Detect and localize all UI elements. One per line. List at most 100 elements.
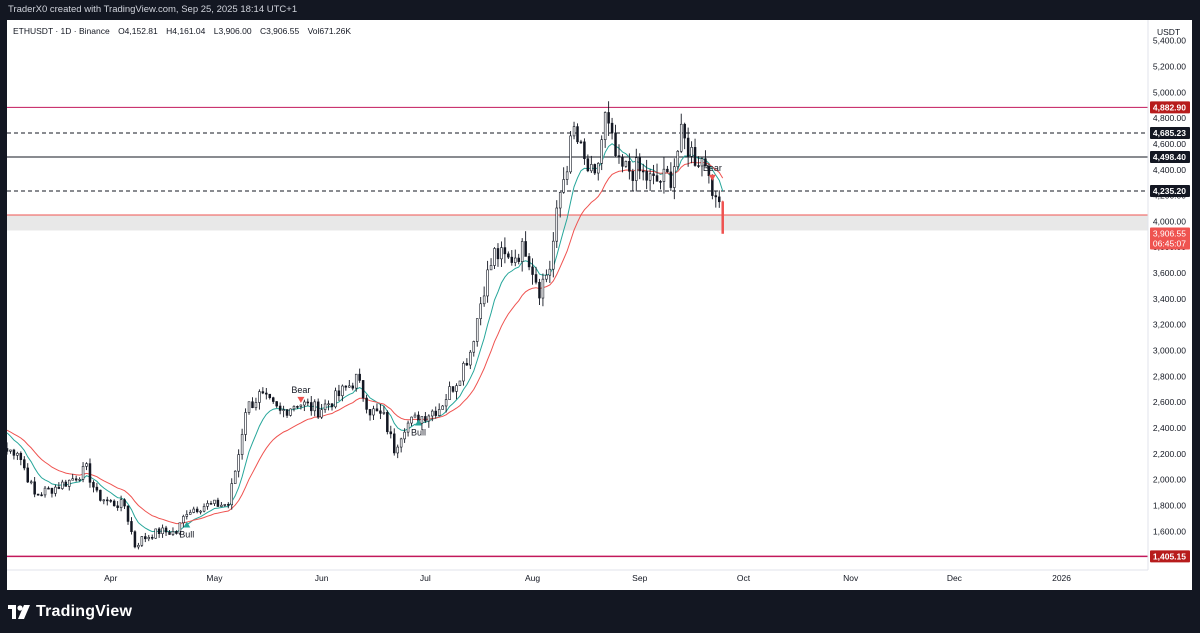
time-tick-label: Oct bbox=[737, 573, 751, 583]
candle-body bbox=[718, 196, 721, 203]
candle-body bbox=[192, 508, 195, 513]
candle bbox=[399, 437, 403, 453]
moving-averages bbox=[6, 143, 724, 533]
candle bbox=[707, 163, 711, 184]
candle-body bbox=[202, 506, 206, 512]
candle bbox=[493, 247, 496, 269]
candle-body bbox=[282, 409, 285, 411]
candle bbox=[334, 387, 337, 409]
candle-body bbox=[16, 452, 19, 456]
candle bbox=[216, 497, 220, 507]
candle bbox=[548, 260, 552, 283]
candle bbox=[206, 500, 209, 510]
candle bbox=[341, 384, 344, 402]
candle-body bbox=[493, 248, 496, 266]
candle-body bbox=[686, 137, 690, 157]
candle-body bbox=[220, 504, 223, 507]
candle bbox=[220, 501, 223, 508]
candle bbox=[285, 408, 289, 418]
candle-body bbox=[697, 165, 700, 167]
candle-body bbox=[29, 481, 33, 484]
candle bbox=[517, 253, 520, 265]
price-tick-label: 4,800.00 bbox=[1153, 113, 1186, 123]
time-tick-label: May bbox=[206, 573, 223, 583]
candle bbox=[382, 405, 386, 416]
candle-body bbox=[372, 408, 375, 416]
price-tick-label: 3,000.00 bbox=[1153, 346, 1186, 356]
triangle-up-icon bbox=[414, 419, 422, 426]
candle-body bbox=[382, 412, 386, 414]
candle-body bbox=[690, 147, 693, 157]
candle-body bbox=[171, 531, 175, 535]
candle bbox=[704, 150, 707, 167]
tradingview-brand[interactable]: TradingView bbox=[8, 602, 132, 622]
candle-body bbox=[635, 157, 638, 181]
candle-body bbox=[683, 123, 686, 139]
candle-body bbox=[641, 170, 645, 173]
price-tick-label: 4,400.00 bbox=[1153, 165, 1186, 175]
level-badge-text: 4,498.40 bbox=[1153, 152, 1186, 162]
candle-body bbox=[137, 544, 140, 548]
candle-body bbox=[178, 522, 182, 534]
candle bbox=[330, 403, 334, 411]
candle bbox=[545, 269, 548, 283]
price-badges: 4,882.90 4,685.23 4,498.40 4,235.20 1,405.15… bbox=[1150, 101, 1190, 563]
candle bbox=[78, 477, 81, 482]
candle bbox=[714, 190, 718, 208]
candle-body bbox=[213, 499, 216, 504]
candle-body bbox=[496, 248, 500, 260]
candle bbox=[292, 405, 296, 412]
candle bbox=[54, 484, 57, 497]
ema-slow-line bbox=[6, 161, 724, 525]
candle bbox=[462, 361, 465, 386]
candle-body bbox=[240, 434, 244, 455]
ohlc-close: C3,906.55 bbox=[259, 26, 300, 36]
candle-body bbox=[534, 274, 538, 283]
price-tick-label: 2,000.00 bbox=[1153, 475, 1186, 485]
candle bbox=[527, 253, 531, 271]
candle bbox=[227, 502, 230, 509]
candle bbox=[26, 463, 29, 484]
candle bbox=[99, 489, 102, 502]
candle bbox=[133, 530, 137, 549]
candle bbox=[157, 527, 161, 538]
candle-body bbox=[78, 478, 81, 481]
candle bbox=[534, 266, 538, 285]
level-badge-bg bbox=[1150, 550, 1190, 563]
price-axis[interactable]: USDT 1,600.00 1,800.00 2,000.00 2,200.00 2,40… bbox=[1153, 27, 1186, 536]
symbol-legend[interactable]: ETHUSDT · 1D · Binance O4,152.81 H4,161.… bbox=[13, 26, 357, 36]
candle-body bbox=[514, 257, 517, 263]
candle bbox=[247, 401, 251, 415]
candle-body bbox=[299, 404, 303, 407]
candle bbox=[586, 154, 590, 173]
candle bbox=[697, 156, 700, 169]
candle-body bbox=[583, 141, 586, 160]
candle-body bbox=[527, 256, 531, 268]
candle bbox=[472, 340, 476, 357]
price-tick-label: 4,600.00 bbox=[1153, 139, 1186, 149]
time-axis[interactable]: Apr May Jun Jul Aug Sep Oct Nov Dec 2026 bbox=[104, 573, 1071, 583]
candle-body bbox=[323, 403, 327, 410]
candle bbox=[323, 399, 327, 413]
candle bbox=[296, 405, 299, 409]
candle-body bbox=[271, 397, 275, 402]
ema-fast-line bbox=[6, 143, 724, 533]
candle bbox=[12, 448, 16, 460]
candle bbox=[520, 238, 524, 272]
tradingview-logo-icon bbox=[8, 605, 30, 619]
candle bbox=[23, 456, 26, 471]
candle bbox=[171, 527, 175, 537]
candle bbox=[36, 493, 40, 496]
candle-body bbox=[628, 161, 631, 172]
bear-signal: Bear bbox=[703, 163, 722, 181]
triangle-down-icon bbox=[297, 396, 305, 403]
candle-body bbox=[693, 147, 697, 166]
candle-body bbox=[399, 438, 403, 448]
price-tick-label: 2,200.00 bbox=[1153, 449, 1186, 459]
candle bbox=[541, 273, 545, 307]
candle-body bbox=[621, 156, 624, 167]
candle-body bbox=[316, 401, 320, 418]
candle-body bbox=[334, 390, 337, 408]
candle bbox=[202, 503, 206, 513]
